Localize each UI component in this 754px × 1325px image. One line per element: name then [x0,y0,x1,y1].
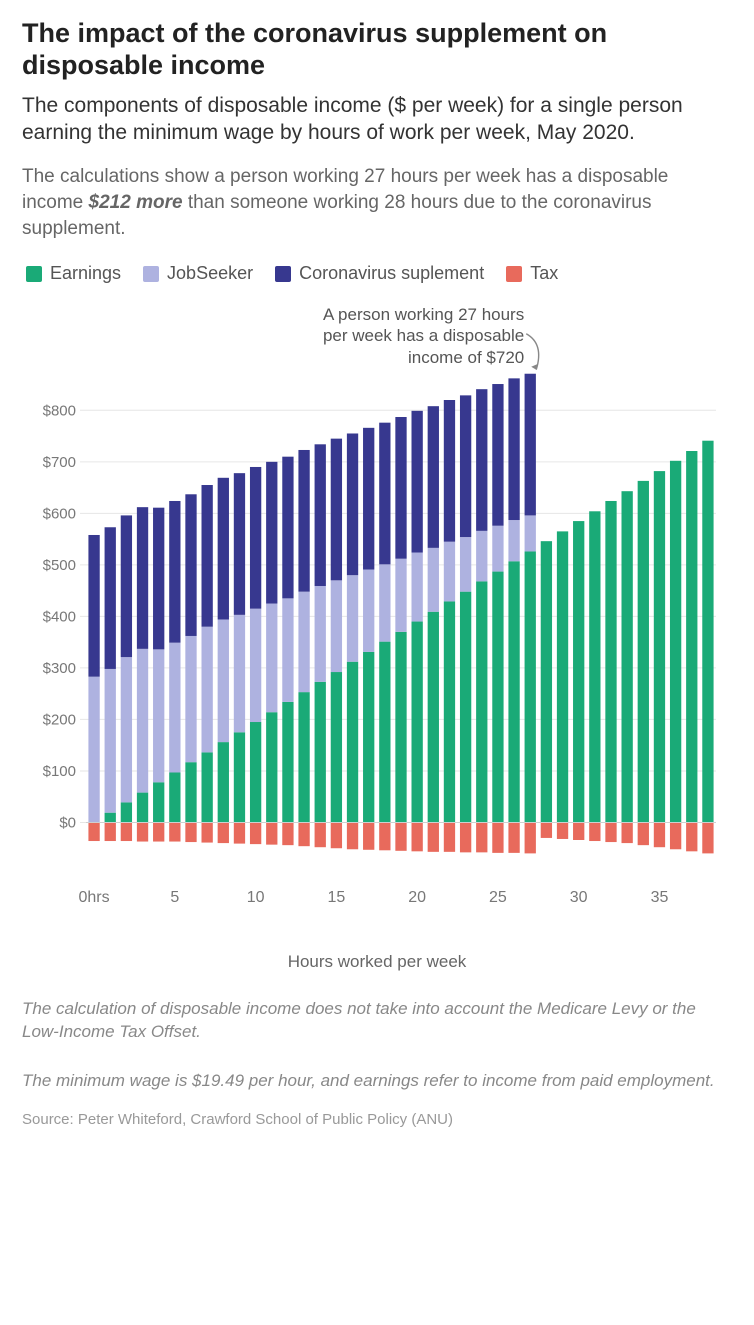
legend-item: Earnings [26,263,121,284]
annotation: A person working 27 hoursper week has a … [264,304,524,368]
svg-text:35: 35 [651,889,669,906]
svg-text:$200: $200 [43,712,76,729]
legend-swatch [26,266,42,282]
svg-text:$0: $0 [59,815,76,832]
legend-label: Tax [530,263,558,284]
callout-em: $212 more [89,192,183,213]
stacked-bar-chart: $0 $100 $200 $300 $400 $500 $600 $700 $800 0hrs 5 1… [22,304,732,944]
svg-text:0hrs: 0hrs [79,889,110,906]
legend: Earnings JobSeeker Coronavirus suplement Ta… [22,263,732,284]
source-line: Source: Peter Whiteford, Crawford School… [22,1111,732,1128]
legend-swatch [275,266,291,282]
x-axis-label: Hours worked per week [22,952,732,972]
svg-text:$100: $100 [43,763,76,780]
footnote-2: The minimum wage is $19.49 per hour, and… [22,1070,732,1093]
legend-item: Tax [506,263,558,284]
svg-text:30: 30 [570,889,588,906]
svg-text:5: 5 [170,889,179,906]
svg-text:$700: $700 [43,454,76,471]
chart-callout: The calculations show a person working 2… [22,164,732,241]
svg-text:$500: $500 [43,557,76,574]
legend-label: JobSeeker [167,263,253,284]
svg-text:25: 25 [489,889,507,906]
legend-swatch [506,266,522,282]
footnote-1: The calculation of disposable income doe… [22,998,732,1044]
legend-swatch [143,266,159,282]
svg-text:10: 10 [247,889,265,906]
chart-area: A person working 27 hoursper week has a … [22,304,732,944]
svg-text:20: 20 [408,889,426,906]
svg-text:15: 15 [327,889,345,906]
svg-text:$800: $800 [43,403,76,420]
legend-item: JobSeeker [143,263,253,284]
chart-title: The impact of the coronavirus supplement… [22,18,732,82]
svg-text:$300: $300 [43,660,76,677]
legend-label: Coronavirus suplement [299,263,484,284]
chart-subtitle: The components of disposable income ($ p… [22,92,732,147]
legend-item: Coronavirus suplement [275,263,484,284]
legend-label: Earnings [50,263,121,284]
svg-text:$600: $600 [43,506,76,523]
svg-text:$400: $400 [43,609,76,626]
